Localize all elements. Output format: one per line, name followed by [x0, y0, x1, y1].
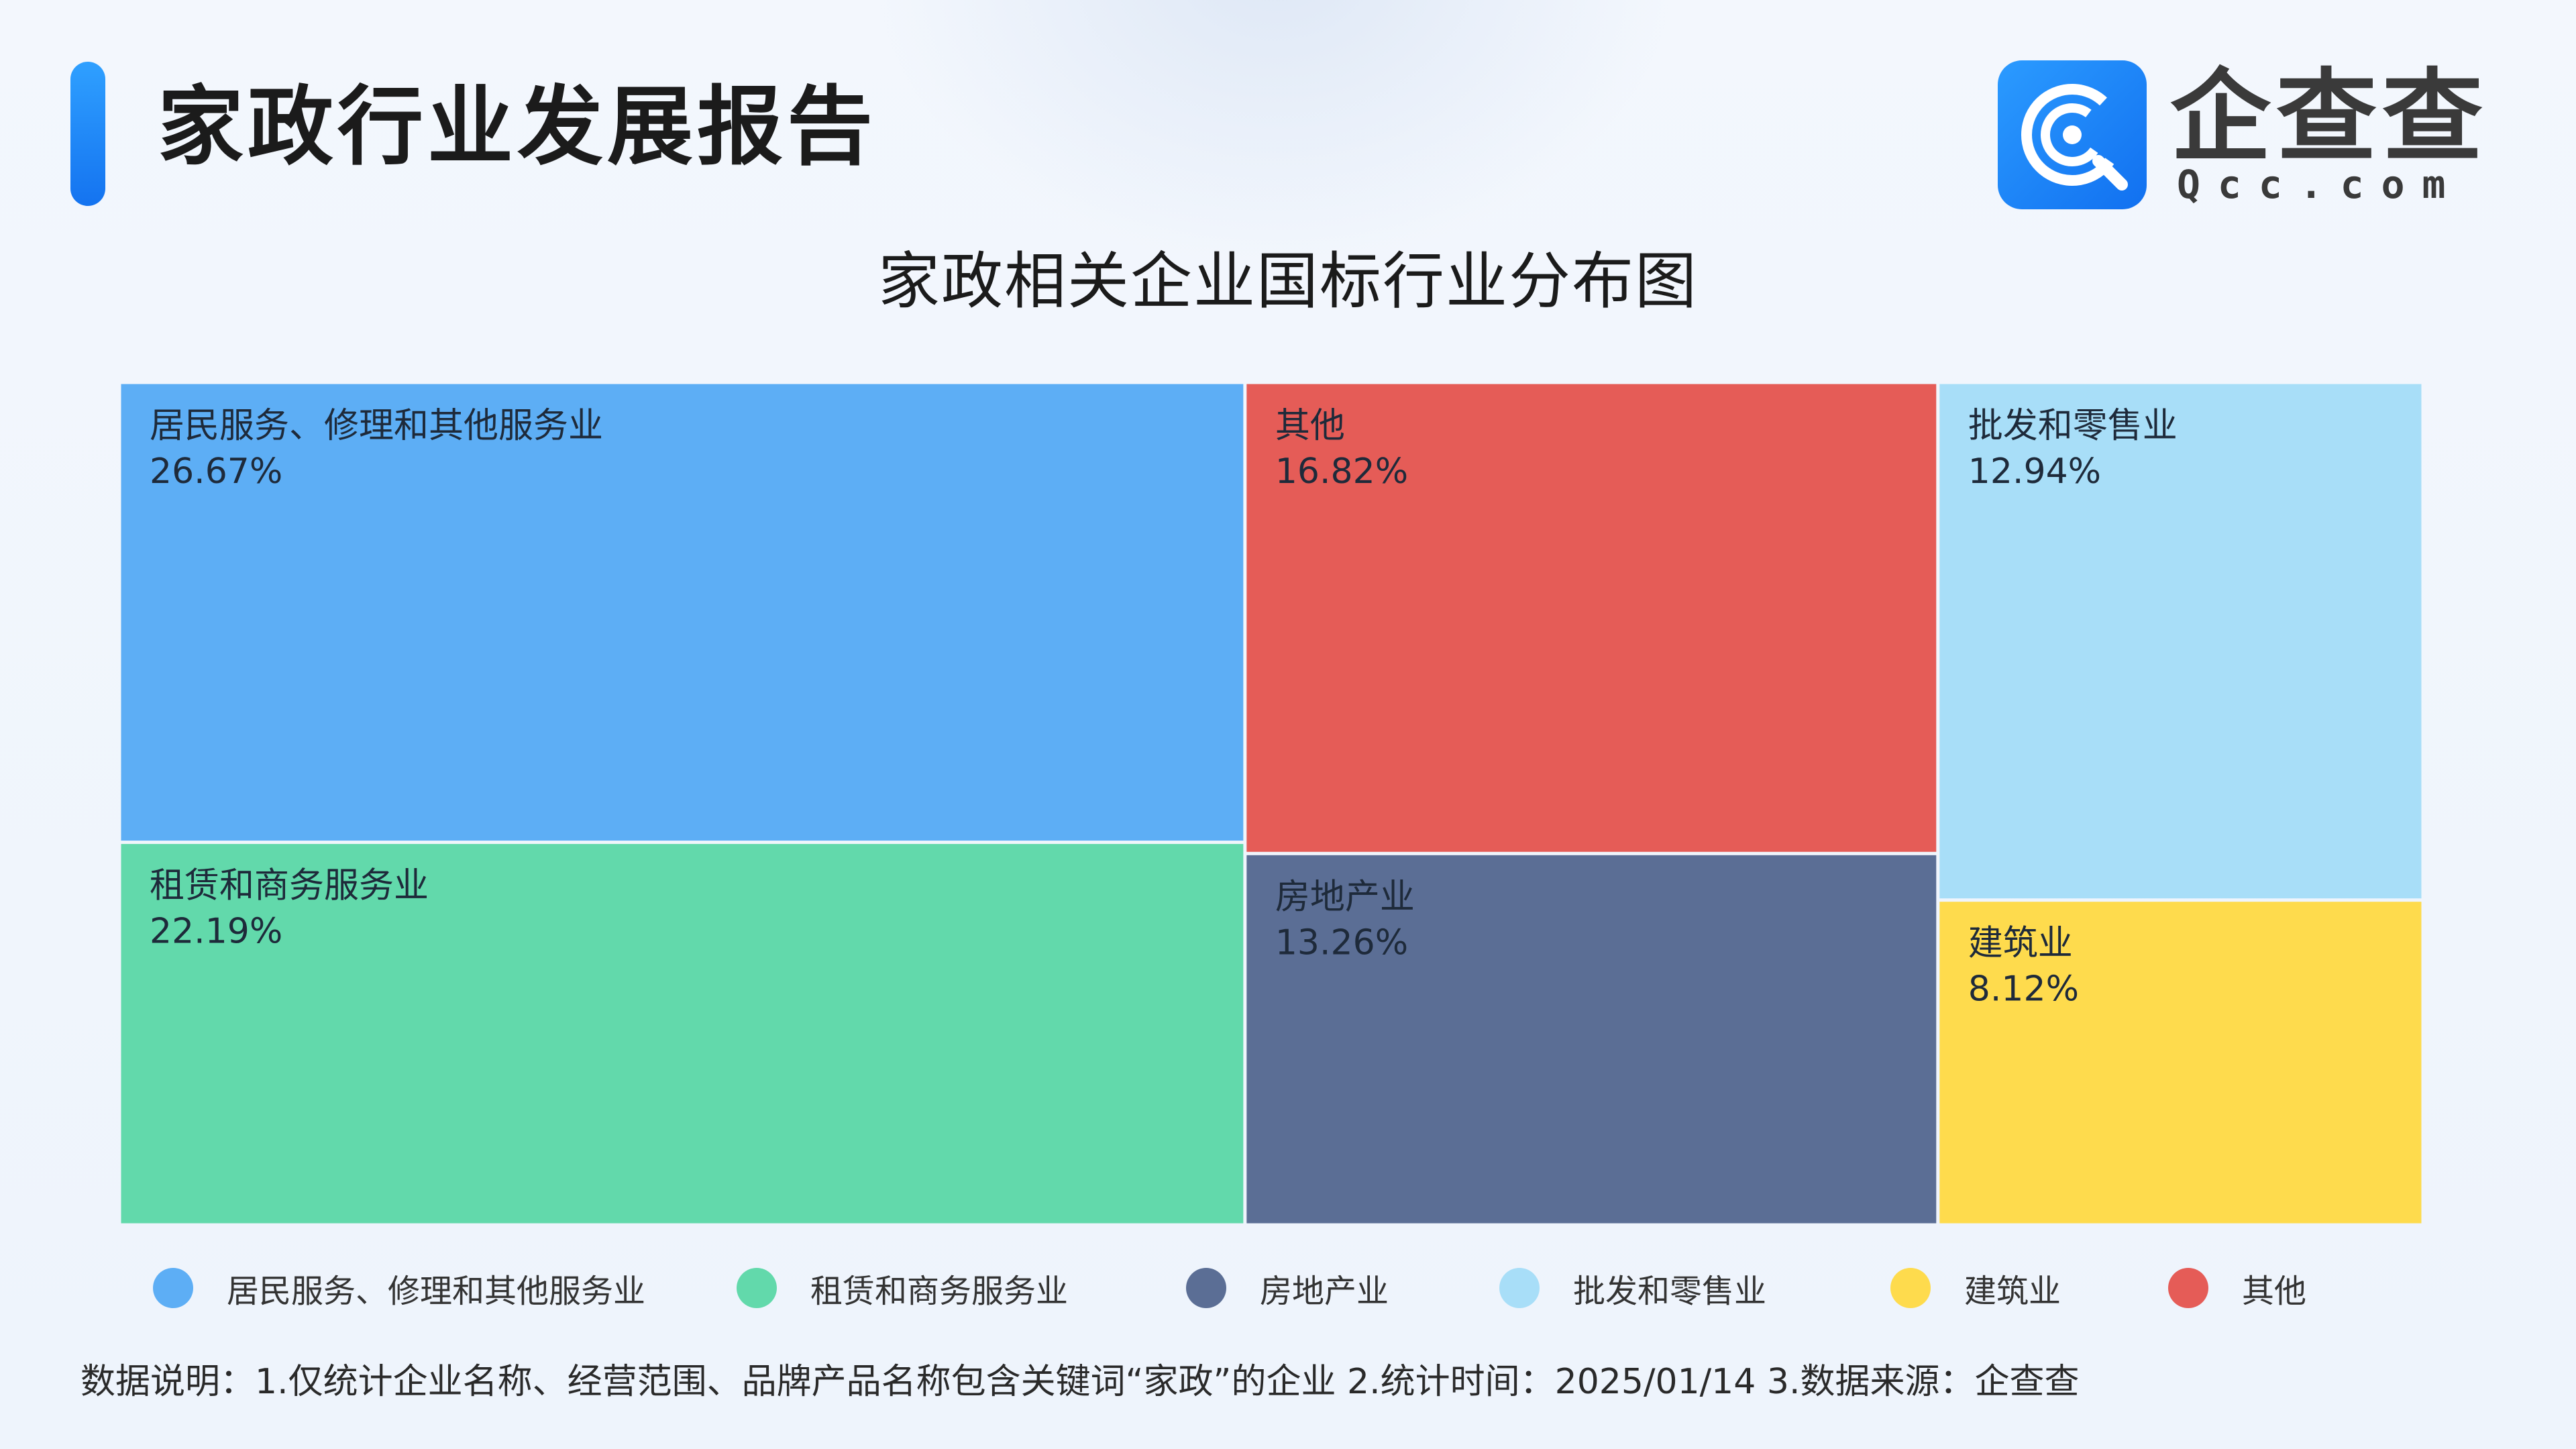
- legend-item: 房地产业: [1186, 1261, 1389, 1315]
- treemap-cell-name: 房地产业: [1275, 877, 1415, 917]
- legend-swatch: [737, 1268, 777, 1308]
- treemap-cell-value: 12.94%: [1968, 451, 2101, 492]
- treemap-cell: 居民服务、修理和其他服务业 26.67%: [121, 384, 1244, 841]
- legend-label: 租赁和商务服务业: [810, 1273, 1069, 1310]
- treemap-cell-value: 22.19%: [150, 912, 282, 952]
- data-footnote: 数据说明：1.仅统计企业名称、经营范围、品牌产品名称包含关键词“家政”的企业 2…: [80, 1362, 2080, 1402]
- treemap-rect: [121, 844, 1244, 1224]
- qcc-logo-icon: [1998, 60, 2147, 209]
- legend-label: 建筑业: [1964, 1273, 2061, 1310]
- legend-item: 租赁和商务服务业: [737, 1261, 1068, 1315]
- logo-subtext: Qcc.com: [2177, 162, 2463, 207]
- treemap-cell-value: 13.26%: [1275, 922, 1408, 963]
- legend-swatch: [1499, 1268, 1540, 1308]
- treemap-rect: [1246, 855, 1937, 1224]
- treemap-cell-value: 16.82%: [1275, 451, 1408, 492]
- treemap-cell-name: 建筑业: [1968, 924, 2073, 964]
- legend-swatch: [1186, 1268, 1226, 1308]
- treemap-cell-name: 居民服务、修理和其他服务业: [150, 406, 603, 446]
- treemap-cell: 租赁和商务服务业 22.19%: [121, 844, 1244, 1224]
- legend-swatch: [153, 1268, 193, 1308]
- treemap-cell-name: 租赁和商务服务业: [150, 866, 429, 906]
- logo-text: 企查查: [2170, 59, 2489, 176]
- treemap-rect: [1939, 902, 2422, 1224]
- treemap-cell-value: 8.12%: [1968, 969, 2079, 1010]
- legend-label: 其他: [2242, 1273, 2307, 1310]
- legend-label: 房地产业: [1260, 1273, 1389, 1310]
- report-title: 家政行业发展报告: [158, 77, 877, 177]
- legend-swatch: [2168, 1268, 2208, 1308]
- title-accent-bar: [70, 62, 105, 206]
- legend-item: 建筑业: [1890, 1261, 2061, 1315]
- legend-item: 批发和零售业: [1499, 1261, 1766, 1315]
- treemap-rect: [1939, 384, 2422, 899]
- legend-item: 其他: [2168, 1261, 2306, 1315]
- treemap-rect: [121, 384, 1244, 841]
- treemap-cell: 其他 16.82%: [1246, 384, 1937, 852]
- treemap-cell: 建筑业 8.12%: [1939, 902, 2422, 1224]
- treemap-cell: 批发和零售业 12.94%: [1939, 384, 2422, 899]
- legend-item: 居民服务、修理和其他服务业: [153, 1261, 645, 1315]
- treemap-cell-name: 批发和零售业: [1968, 406, 2178, 446]
- legend-label: 居民服务、修理和其他服务业: [227, 1273, 646, 1310]
- legend-label: 批发和零售业: [1573, 1273, 1767, 1310]
- treemap-rect: [1246, 384, 1937, 852]
- treemap-cell-value: 26.67%: [150, 451, 282, 492]
- treemap-cell-name: 其他: [1275, 406, 1345, 446]
- treemap-cell: 房地产业 13.26%: [1246, 855, 1937, 1224]
- legend-swatch: [1890, 1268, 1931, 1308]
- chart-title: 家政相关企业国标行业分布图: [877, 246, 1698, 317]
